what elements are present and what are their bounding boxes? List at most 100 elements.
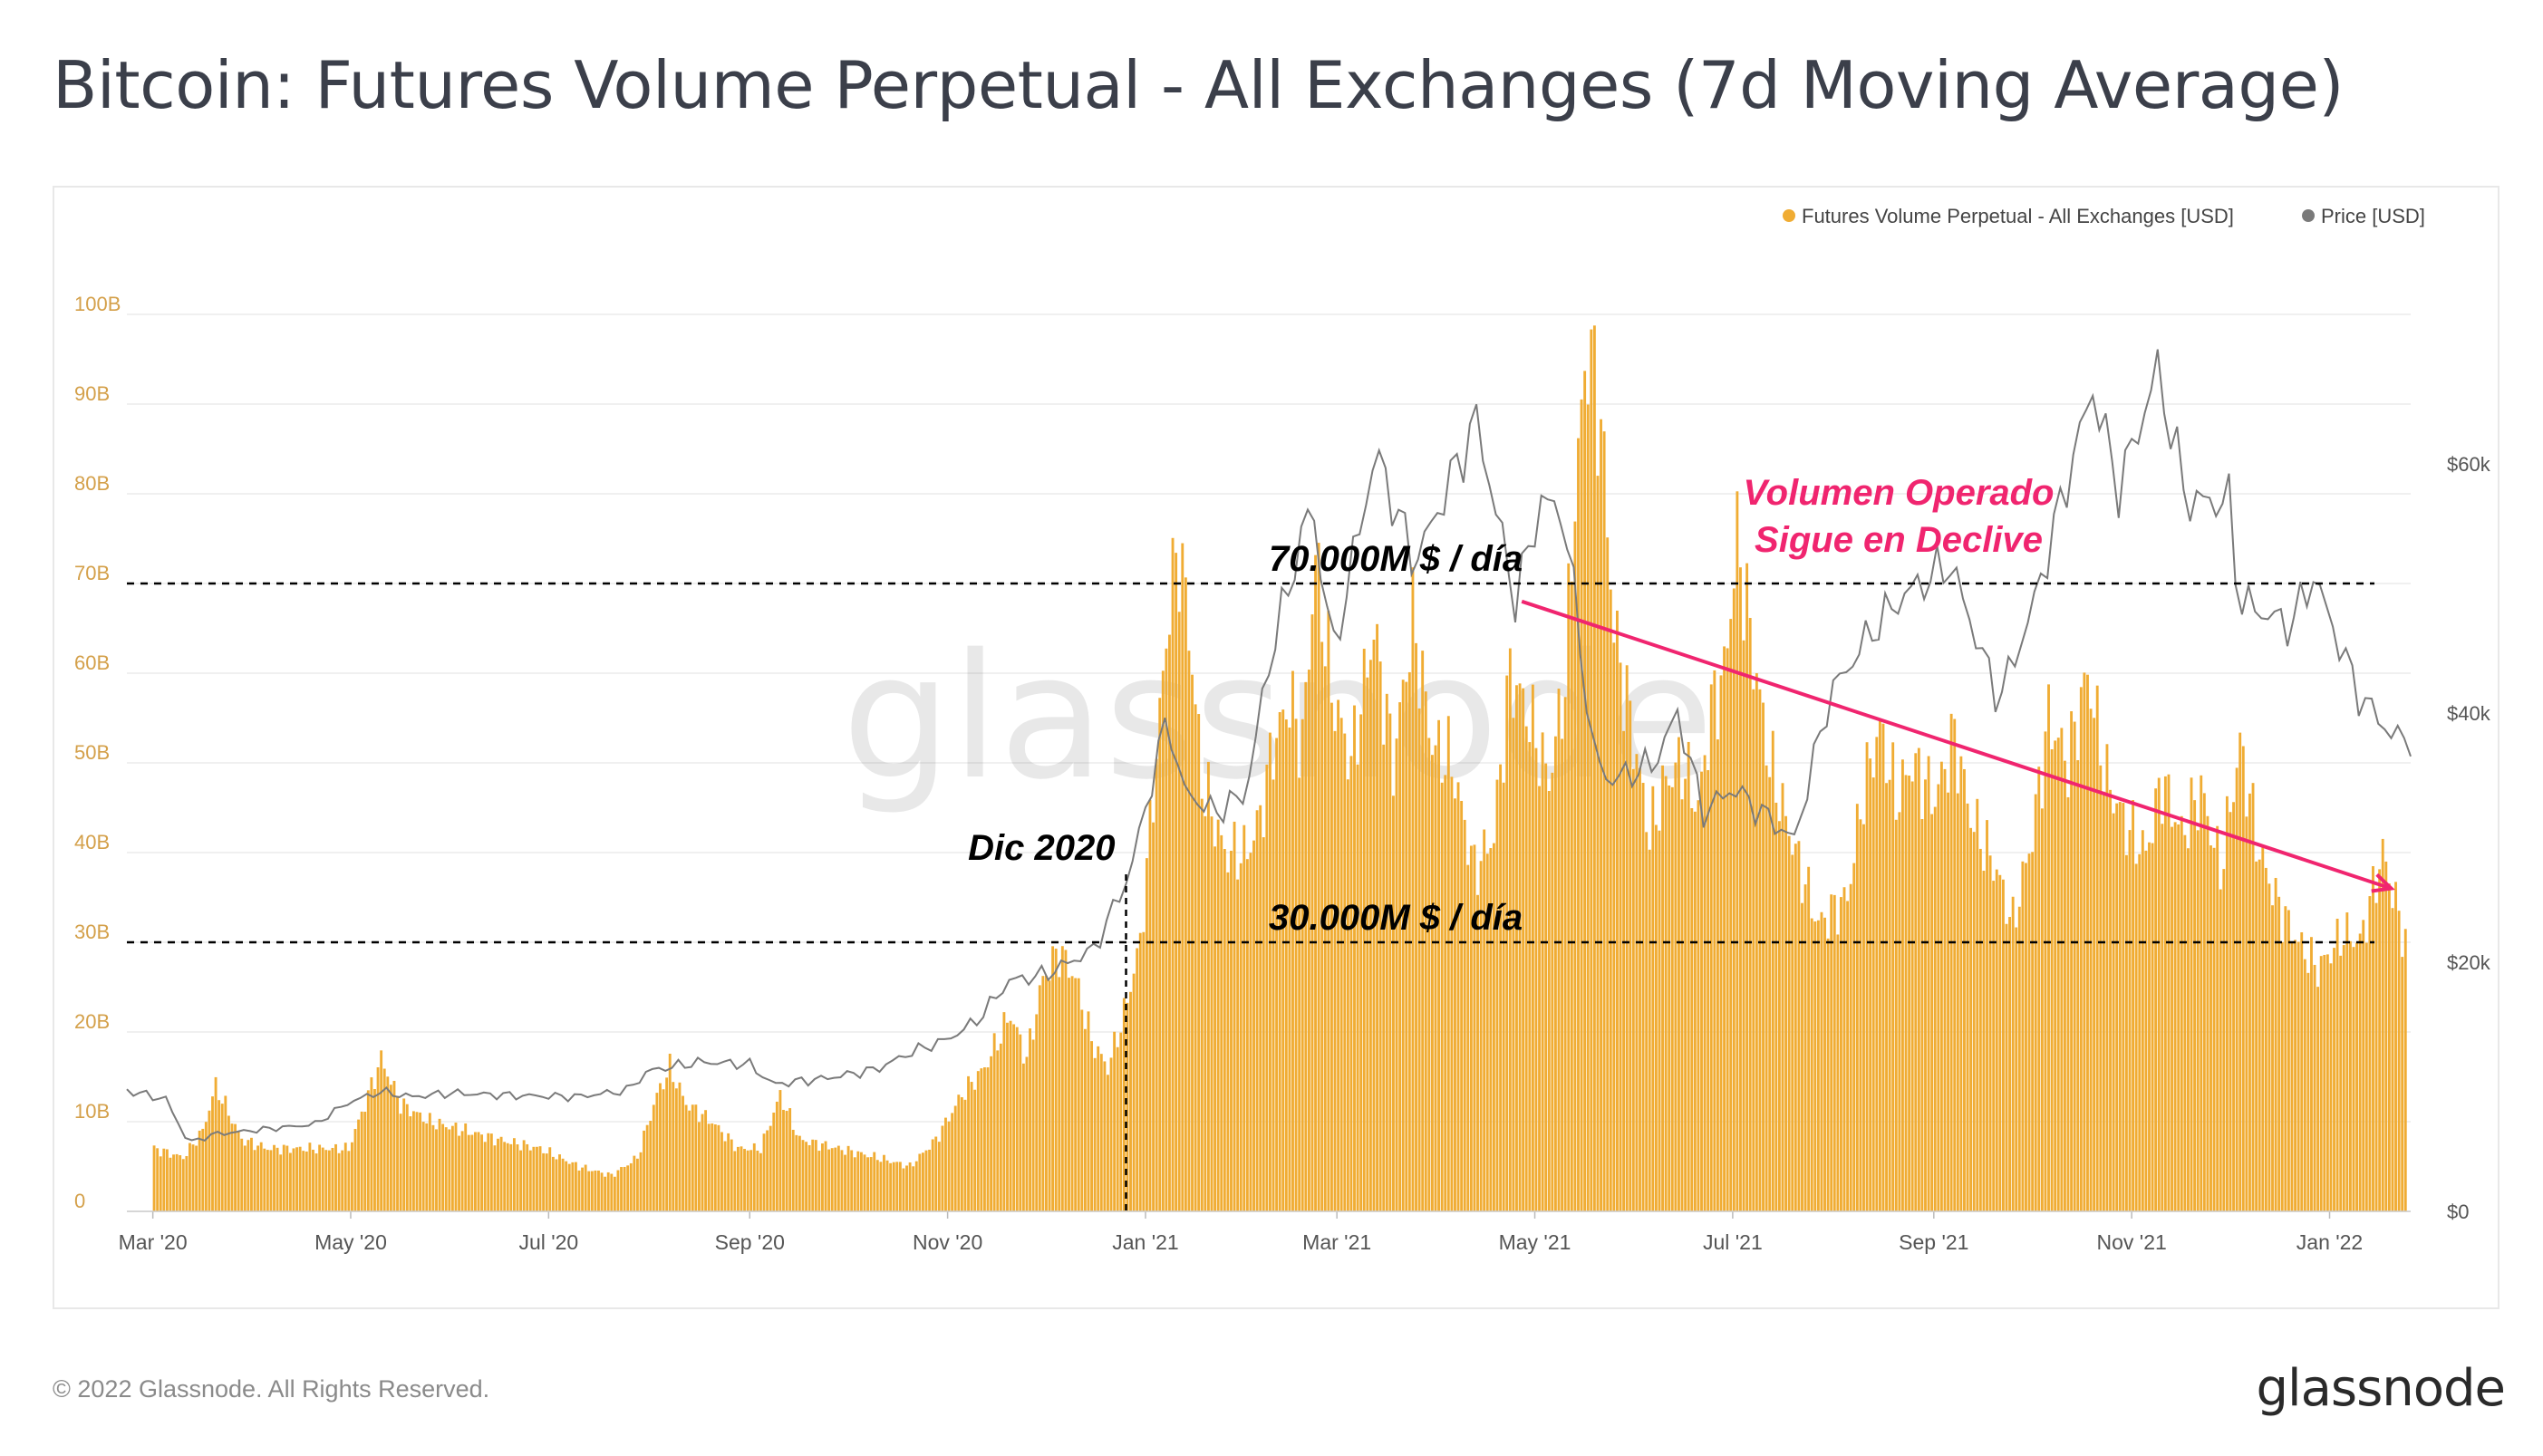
volume-bar — [438, 1118, 441, 1211]
volume-bar — [409, 1116, 412, 1211]
volume-bar — [1029, 1028, 1031, 1211]
volume-bar — [869, 1157, 873, 1211]
volume-bar — [918, 1153, 922, 1211]
volume-bar — [1801, 902, 1803, 1211]
volume-bar — [1794, 844, 1797, 1211]
volume-bar — [1544, 763, 1548, 1211]
volume-bar — [1697, 800, 1700, 1211]
volume-bar — [1223, 849, 1226, 1211]
volume-bar — [769, 1125, 772, 1211]
y-left-tick-6: 60B — [74, 651, 110, 674]
volume-bar — [701, 1114, 704, 1211]
volume-bar — [312, 1149, 314, 1211]
volume-bar — [960, 1097, 963, 1211]
volume-bar — [2251, 783, 2255, 1211]
volume-bar — [892, 1162, 895, 1211]
volume-bar — [801, 1140, 805, 1211]
volume-bar — [2040, 808, 2044, 1211]
volume-bar — [1284, 719, 1288, 1211]
volume-bar — [1165, 648, 1168, 1211]
volume-bar — [574, 1162, 577, 1211]
volume-bar — [2345, 912, 2349, 1211]
volume-bar — [2163, 776, 2167, 1211]
volume-bar — [1107, 1075, 1109, 1211]
volume-bar — [474, 1132, 477, 1211]
volume-bar — [279, 1154, 283, 1211]
volume-bar — [571, 1162, 575, 1211]
volume-bar — [581, 1167, 584, 1211]
volume-bar — [1197, 714, 1201, 1211]
volume-bar — [2255, 861, 2258, 1211]
volume-bar — [503, 1142, 507, 1211]
x-tick-1: May '20 — [314, 1230, 387, 1254]
volume-bar — [1097, 1046, 1100, 1211]
volume-bar — [1752, 689, 1755, 1211]
volume-bar — [1269, 732, 1272, 1211]
volume-bar — [2335, 919, 2339, 1211]
volume-bar — [1573, 521, 1577, 1211]
volume-bar — [1810, 918, 1813, 1211]
volume-bar — [1846, 901, 1850, 1211]
volume-bar — [467, 1134, 470, 1211]
volume-bar — [1939, 761, 1943, 1211]
volume-bar — [684, 1104, 688, 1211]
volume-bar — [1376, 623, 1378, 1211]
volume-bar — [2296, 941, 2300, 1211]
volume-bar — [2076, 760, 2080, 1211]
volume-bar — [921, 1152, 924, 1211]
volume-bar — [1596, 476, 1600, 1211]
volume-bar — [175, 1153, 179, 1211]
volume-bar — [2070, 711, 2074, 1211]
volume-bar — [635, 1158, 639, 1211]
volume-bar — [363, 1112, 367, 1211]
volume-bar — [545, 1153, 548, 1211]
volume-bar — [172, 1154, 175, 1211]
volume-bar — [1522, 688, 1525, 1211]
volume-bar — [2118, 802, 2122, 1211]
volume-bar — [996, 1050, 1000, 1211]
annotation-trend-line2: Sigue en Declive — [1755, 520, 2043, 560]
volume-bar — [1963, 768, 1966, 1211]
volume-bar — [551, 1156, 555, 1211]
volume-bar — [668, 1053, 672, 1211]
volume-bar — [1278, 711, 1281, 1211]
volume-bar — [1816, 920, 1820, 1211]
volume-bar — [2180, 815, 2183, 1211]
volume-bar — [1317, 543, 1320, 1211]
volume-bar — [282, 1144, 285, 1211]
volume-bar — [594, 1170, 597, 1211]
x-tick-0: Mar '20 — [119, 1230, 188, 1254]
volume-bar — [1716, 739, 1719, 1211]
volume-bar — [2238, 732, 2242, 1211]
legend-volume-swatch — [1783, 209, 1795, 222]
volume-bar — [308, 1143, 312, 1211]
volume-bar — [2219, 889, 2222, 1211]
volume-bar — [1045, 975, 1048, 1211]
volume-bar — [1064, 950, 1068, 1211]
volume-bar — [227, 1115, 230, 1211]
volume-bar — [2125, 854, 2128, 1211]
volume-bar — [1301, 718, 1304, 1211]
volume-bar — [1051, 946, 1055, 1211]
volume-bar — [450, 1125, 454, 1211]
volume-bar — [234, 1123, 237, 1211]
volume-bar — [1629, 700, 1632, 1211]
y-left-tick-0: 0 — [74, 1190, 85, 1212]
volume-bar — [1126, 1002, 1129, 1211]
volume-bar — [889, 1162, 893, 1211]
volume-bar — [1158, 698, 1162, 1211]
volume-bar — [2102, 791, 2105, 1211]
volume-bar — [720, 1132, 723, 1211]
volume-bar — [425, 1123, 429, 1211]
volume-bar — [2303, 959, 2306, 1211]
volume-bar — [1820, 911, 1823, 1211]
volume-bar — [1415, 642, 1417, 1211]
volume-bar — [2017, 906, 2021, 1211]
volume-bar — [2109, 789, 2112, 1211]
volume-bar — [2060, 728, 2064, 1211]
volume-bar — [2021, 861, 2025, 1211]
volume-bar — [674, 1088, 678, 1211]
volume-bar — [986, 1067, 990, 1211]
volume-bar — [1635, 754, 1639, 1211]
volume-bar — [610, 1173, 614, 1211]
